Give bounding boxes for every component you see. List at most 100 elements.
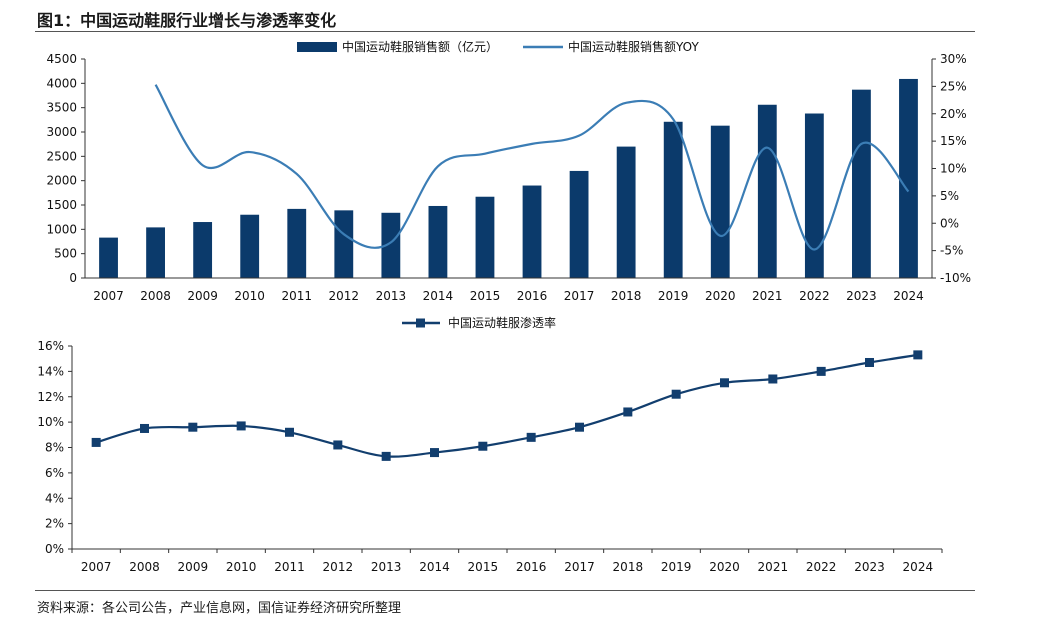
- c2-y-tick-label: 0%: [45, 542, 64, 556]
- right-tick-label: 10%: [940, 162, 967, 176]
- legend-line-label: 中国运动鞋服销售额YOY: [568, 39, 699, 54]
- sales-yoy-chart: 中国运动鞋服销售额（亿元） 中国运动鞋服销售额YOY 0 500 1000 1500 2…: [46, 39, 971, 303]
- right-tick-label: 25%: [940, 79, 967, 93]
- c2-x-tick-label: 2007: [81, 560, 112, 574]
- left-tick-label: 3500: [46, 101, 77, 115]
- x-tick-label: 2019: [658, 289, 689, 303]
- penetration-point: [816, 366, 826, 376]
- left-tick-label: 4000: [46, 76, 77, 90]
- legend-penetration-swatch-marker: [416, 318, 425, 328]
- c2-x-tick-label: 2015: [468, 560, 499, 574]
- legend-bar-swatch: [297, 42, 337, 52]
- sales-bar: [710, 125, 730, 278]
- c2-y-tick-label: 2%: [45, 517, 64, 531]
- x-tick-label: 2014: [423, 289, 454, 303]
- c2-x-tick-label: 2011: [274, 560, 305, 574]
- x-tick-label: 2010: [234, 289, 265, 303]
- right-tick-label: 20%: [940, 107, 967, 121]
- left-tick-label: 500: [54, 247, 77, 261]
- right-tick-label: -5%: [940, 244, 963, 258]
- chart2-legend: 中国运动鞋服渗透率: [402, 315, 556, 330]
- c2-x-tick-label: 2014: [419, 560, 450, 574]
- penetration-point: [865, 357, 874, 367]
- c2-x-tick-label: 2019: [661, 560, 692, 574]
- c2-x-tick-label: 2009: [178, 560, 209, 574]
- penetration-point: [671, 389, 681, 399]
- chart1-legend: 中国运动鞋服销售额（亿元） 中国运动鞋服销售额YOY: [297, 39, 699, 54]
- x-tick-label: 2020: [705, 289, 736, 303]
- x-tick-label: 2012: [329, 289, 360, 303]
- penetration-point: [430, 448, 439, 458]
- penetration-point: [285, 427, 294, 437]
- sales-bar: [381, 212, 401, 278]
- x-tick-label: 2021: [752, 289, 783, 303]
- sales-bar: [475, 196, 495, 278]
- left-tick-label: 1000: [46, 222, 77, 236]
- source-note: 资料来源：各公司公告，产业信息网，国信证券经济研究所整理: [37, 601, 402, 616]
- c2-x-tick-label: 2008: [129, 560, 160, 574]
- yoy-line: [154, 84, 910, 251]
- x-tick-label: 2017: [564, 289, 595, 303]
- x-tick-label: 2015: [470, 289, 501, 303]
- penetration-point: [140, 423, 149, 433]
- penetration-point: [623, 407, 633, 417]
- left-tick-label: 1500: [46, 198, 77, 212]
- left-tick-label: 2000: [46, 174, 77, 188]
- c2-y-tick-label: 16%: [37, 339, 64, 353]
- sales-bar: [522, 185, 542, 278]
- penetration-point: [575, 422, 584, 432]
- c2-y-tick-label: 14%: [37, 364, 64, 378]
- c2-x-tick-label: 2017: [564, 560, 595, 574]
- left-tick-label: 2500: [46, 149, 77, 163]
- legend-penetration-label: 中国运动鞋服渗透率: [448, 315, 556, 330]
- sales-bar: [757, 104, 777, 278]
- c2-x-tick-label: 2012: [323, 560, 354, 574]
- x-tick-label: 2022: [799, 289, 830, 303]
- c2-y-tick-label: 12%: [37, 390, 64, 404]
- penetration-point: [381, 451, 391, 461]
- legend-bar-label: 中国运动鞋服销售额（亿元）: [342, 39, 498, 54]
- sales-bar: [569, 170, 589, 278]
- penetration-point: [768, 374, 778, 384]
- x-tick-label: 2018: [611, 289, 642, 303]
- sales-bar: [287, 208, 307, 278]
- c2-y-tick-label: 8%: [45, 441, 64, 455]
- c2-y-tick-label: 4%: [45, 491, 64, 505]
- x-tick-label: 2013: [376, 289, 407, 303]
- right-tick-label: 0%: [940, 216, 959, 230]
- c2-y-tick-label: 10%: [37, 415, 64, 429]
- c2-x-tick-label: 2024: [903, 560, 934, 574]
- sales-bar: [146, 227, 165, 278]
- penetration-point: [526, 432, 536, 442]
- x-tick-label: 2011: [281, 289, 312, 303]
- sales-bar: [616, 146, 636, 278]
- sales-bar: [99, 237, 118, 278]
- title-rule: [35, 31, 975, 32]
- sales-bar: [240, 214, 260, 278]
- penetration-point: [720, 378, 729, 388]
- c2-x-tick-label: 2021: [758, 560, 789, 574]
- sales-bar: [193, 222, 213, 278]
- x-tick-label: 2016: [517, 289, 548, 303]
- left-tick-label: 0: [69, 271, 77, 285]
- left-tick-label: 3000: [46, 125, 77, 139]
- penetration-chart: 中国运动鞋服渗透率 0% 2% 4% 6% 8% 10% 12% 14% 16% 2007 2008…: [37, 315, 943, 574]
- left-tick-label: 4500: [46, 52, 77, 66]
- sales-bar: [852, 89, 871, 278]
- penetration-point: [188, 422, 198, 432]
- sales-bar: [334, 210, 354, 278]
- c2-x-tick-label: 2016: [516, 560, 547, 574]
- c2-x-tick-label: 2022: [806, 560, 837, 574]
- c2-x-tick-label: 2023: [854, 560, 885, 574]
- sales-bar: [428, 205, 448, 278]
- c2-x-tick-label: 2013: [371, 560, 402, 574]
- penetration-line: [95, 353, 919, 458]
- penetration-point: [333, 440, 343, 450]
- x-tick-label: 2009: [187, 289, 218, 303]
- right-tick-label: 30%: [940, 52, 967, 66]
- sales-bar: [899, 78, 918, 278]
- sales-bar: [663, 121, 683, 278]
- source-rule: [35, 590, 975, 591]
- c2-x-tick-label: 2020: [709, 560, 740, 574]
- sales-bar: [804, 113, 824, 278]
